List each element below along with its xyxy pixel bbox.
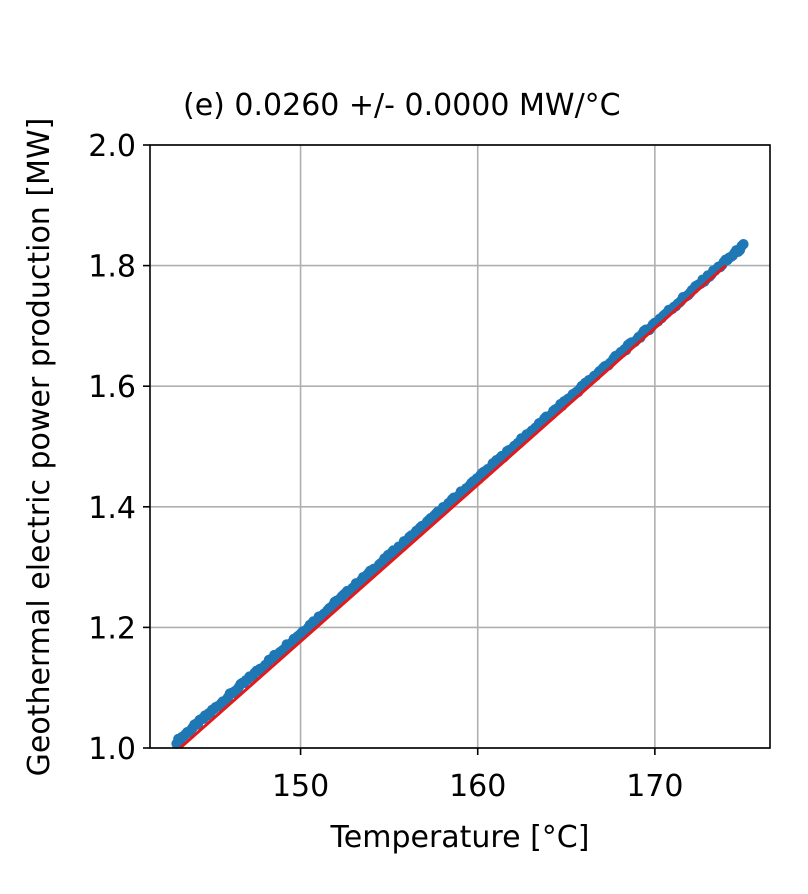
data-points [171, 238, 749, 749]
y-tick-label: 1.0 [88, 732, 136, 767]
fit-line-path [179, 264, 727, 750]
y-tick-label: 1.4 [88, 491, 136, 526]
grid [150, 144, 770, 749]
y-tick-label: 1.2 [88, 611, 136, 646]
x-tick-label: 170 [626, 769, 683, 804]
x-axis-label: Temperature [°C] [330, 820, 590, 855]
y-tick-label: 1.6 [88, 370, 136, 405]
y-axis-label: Geothermal electric power production [MW… [22, 118, 57, 777]
chart-title: (e) 0.0260 +/- 0.0000 MW/°C [183, 88, 621, 123]
data-point [738, 238, 749, 250]
axis-ticks: 150 160 170 1.0 1.2 1.4 1.6 1.8 2.0 [88, 129, 683, 804]
x-tick-label: 160 [449, 769, 506, 804]
y-tick-label: 1.8 [88, 250, 136, 285]
fit-line [179, 264, 727, 750]
y-tick-label: 2.0 [88, 129, 136, 164]
plot-frame [149, 144, 771, 749]
x-tick-label: 150 [272, 769, 329, 804]
